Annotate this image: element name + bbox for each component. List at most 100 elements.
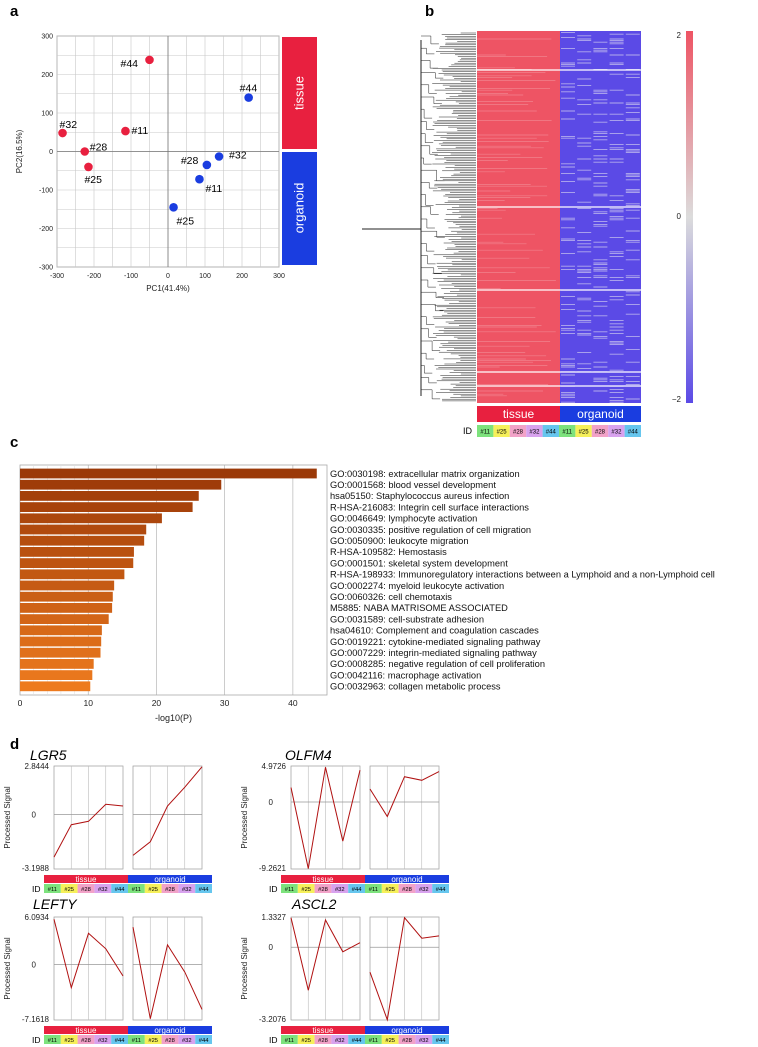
gene-ymax-label: 2.8444	[25, 762, 50, 771]
gene-id-text: #11	[48, 887, 57, 893]
pca-point-tissue	[121, 126, 130, 136]
pca-point-organoid	[169, 203, 178, 212]
gene-id-text: #25	[385, 1038, 395, 1044]
heatmap-id-cell	[542, 425, 559, 437]
gene-id-cell	[398, 1035, 416, 1044]
pca-point-tissue	[145, 55, 154, 65]
gene-expression-line-organoid	[132, 927, 203, 1019]
gene-id-cell	[178, 1035, 196, 1044]
enrichment-term-label: GO:0001568: blood vessel development	[330, 480, 496, 490]
heatmap-id-label: ID	[463, 426, 473, 436]
bar-x-tick: 40	[288, 698, 298, 708]
gene-id-text: #32	[419, 1038, 429, 1044]
gene-ymax-label: 6.0934	[25, 913, 50, 922]
heatmap-id-text: #11	[480, 430, 490, 436]
pca-y-tick: -200	[39, 226, 53, 233]
gene-ymin-label: -3.1988	[22, 864, 50, 873]
enrichment-bar	[20, 524, 147, 535]
enrichment-bar	[20, 625, 102, 636]
gene-y-label: Processed Signal	[240, 937, 249, 999]
gene-id-text: #44	[199, 887, 209, 893]
heatmap-texture-tissue	[477, 38, 556, 397]
gene-expression-line-tissue	[53, 919, 124, 990]
gene-id-cell	[161, 884, 179, 893]
enrichment-term-label: GO:0042116: macrophage activation	[330, 670, 481, 680]
gene-id-text: #11	[369, 887, 378, 893]
gene-id-cell	[195, 1035, 212, 1044]
gene-id-cell	[331, 884, 349, 893]
panel-letter-d: d	[10, 736, 19, 753]
heatmap-group-bar-organoid	[560, 406, 641, 422]
gene-id-text: #44	[352, 887, 362, 893]
pca-x-tick: -200	[87, 273, 101, 280]
gene-expression-line-tissue	[290, 917, 361, 991]
enrichment-term-label: GO:0046649: lymphocyte activation	[330, 514, 477, 524]
heatmap-id-text: #32	[529, 430, 540, 436]
gene-expression-line-tissue	[53, 803, 124, 858]
gene-group-bar-organoid	[128, 1026, 212, 1034]
enrichment-bar-chart: GO:0030198: extracellular matrix organiz…	[18, 464, 715, 723]
gene-id-text: #28	[81, 887, 91, 893]
enrichment-term-label: R-HSA-198933: Immunoregulatory interacti…	[330, 570, 715, 580]
gene-id-text: #28	[165, 1038, 175, 1044]
pca-point-label: #32	[60, 119, 78, 131]
gene-id-cell	[348, 1035, 365, 1044]
gene-group-label-tissue: tissue	[313, 875, 334, 884]
enrichment-term-label: R-HSA-216083: Integrin cell surface inte…	[330, 502, 529, 512]
heatmap-id-text: #25	[497, 430, 508, 436]
gene-id-text: #32	[98, 887, 108, 893]
gene-group-label-organoid: organoid	[154, 1026, 185, 1035]
gene-id-text: #44	[115, 1038, 125, 1044]
heatmap-separator-lines	[477, 69, 641, 387]
heatmap-scale-max: 2	[677, 31, 682, 40]
gene-group-bar-organoid	[365, 1026, 449, 1034]
gene-id-cell	[144, 1035, 162, 1044]
bar-x-tick: 30	[220, 698, 230, 708]
enrichment-bar	[20, 670, 93, 680]
gene-id-text: #32	[335, 1038, 345, 1044]
enrichment-bar	[20, 569, 125, 580]
pca-y-tick: -100	[39, 188, 53, 195]
bar-x-tick: 10	[83, 698, 93, 708]
gene-group-label-organoid: organoid	[391, 1026, 422, 1035]
enrichment-bar	[20, 479, 222, 490]
gene-zero-label: 0	[32, 810, 37, 819]
gene-id-cell	[178, 884, 196, 893]
heatmap-id-text: #44	[546, 430, 557, 436]
heatmap-id-text: #32	[611, 430, 622, 436]
gene-ymax-label: 1.3327	[262, 913, 287, 922]
pca-scatter: -300 -200 -100 0 100 200 300 300 200 100 0 -100 -200…	[15, 34, 317, 293]
enrichment-bar	[20, 636, 102, 647]
gene-id-text: #32	[335, 887, 345, 893]
enrichment-bar	[20, 681, 91, 692]
gene-id-text: #28	[165, 887, 175, 893]
gene-group-bar-organoid	[365, 875, 449, 883]
gene-group-bar-tissue	[44, 1026, 128, 1034]
gene-id-text: #25	[301, 1038, 311, 1044]
enrichment-term-label: GO:0031589: cell-substrate adhesion	[330, 614, 484, 624]
gene-id-text: #28	[318, 1038, 328, 1044]
heatmap-id-text: #11	[562, 430, 572, 436]
pca-point-label: #25	[84, 174, 102, 186]
gene-id-cell	[415, 884, 433, 893]
enrichment-term-label: GO:0002274: myeloid leukocyte activation	[330, 581, 504, 591]
gene-id-cell	[381, 884, 399, 893]
gene-y-label: Processed Signal	[3, 786, 12, 848]
pca-group-bar-tissue	[282, 37, 317, 149]
gene-id-label: ID	[32, 1035, 41, 1045]
gene-id-text: #44	[199, 1038, 209, 1044]
gene-id-cell	[44, 884, 61, 893]
gene-zero-label: 0	[269, 943, 274, 952]
gene-id-label: ID	[32, 884, 41, 894]
pca-group-label-tissue: tissue	[292, 76, 307, 110]
enrichment-bar	[20, 603, 113, 613]
gene-group-label-organoid: organoid	[391, 875, 422, 884]
gene-id-cell	[297, 1035, 315, 1044]
gene-id-cell	[77, 1035, 95, 1044]
gene-id-text: #11	[285, 887, 294, 893]
pca-point-tissue	[58, 128, 67, 138]
enrichment-term-label: GO:0030335: positive regulation of cell …	[330, 525, 531, 535]
gene-expression-line-organoid	[369, 916, 440, 1022]
